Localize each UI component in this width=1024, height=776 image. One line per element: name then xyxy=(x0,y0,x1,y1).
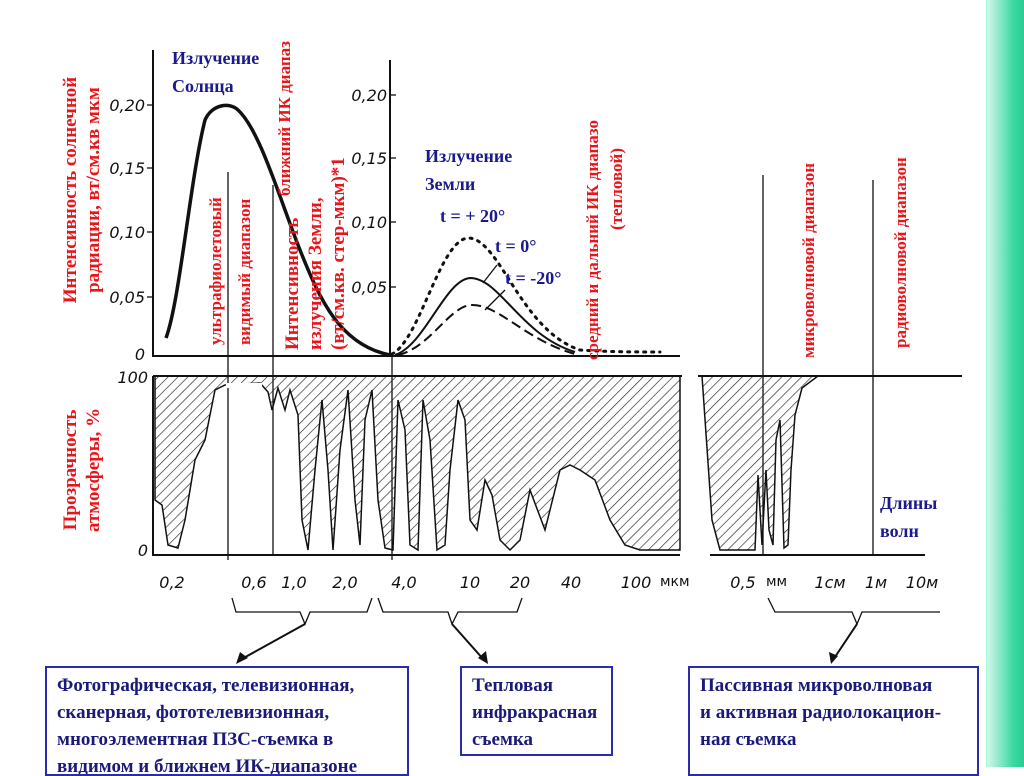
earth-curve-0 xyxy=(394,276,576,356)
slide-decoration-strip xyxy=(986,0,1024,767)
arrow-head-icon xyxy=(829,652,838,664)
tick-label: 0,20 xyxy=(351,86,387,105)
leader-line xyxy=(482,264,498,284)
microwave-absorption-area xyxy=(701,375,821,551)
sun-y-label: радиации, вт/см.кв мкм xyxy=(83,87,104,293)
radio-survey-box: Пассивная микроволновая и активная радио… xyxy=(688,666,979,776)
tick-label: 0,15 xyxy=(351,149,387,168)
leader-line xyxy=(484,289,506,311)
tick-label: 100 xyxy=(621,573,652,592)
sun-title: Солнца xyxy=(172,76,234,96)
photo-survey-box: Фотографическая, телевизионная, сканерна… xyxy=(45,666,409,776)
unit-label: мм xyxy=(766,574,787,590)
thermal-band-label: (тепловой) xyxy=(607,148,626,230)
brace-microwave xyxy=(767,597,940,626)
curve-label-plus20: t = + 20° xyxy=(440,206,505,226)
arrow-head-icon xyxy=(478,651,488,664)
earth-y-label: Интенсивность xyxy=(282,218,303,350)
earth-title: Земли xyxy=(425,174,475,194)
tick-label: 0 xyxy=(135,345,145,364)
tick-label: 10 xyxy=(460,573,480,592)
arrow-head-icon xyxy=(236,652,248,664)
box-line: Фотографическая, телевизионная, xyxy=(57,675,355,696)
microwave-band-label: микроволновой диапазон xyxy=(799,163,818,358)
x-tick-labels: 0,2 0,6 1,0 2,0 4,0 10 20 40 100 мкм 0,5… xyxy=(159,573,938,592)
unit-label: мкм xyxy=(660,574,690,590)
arrow xyxy=(239,623,306,661)
curve-label-0: t = 0° xyxy=(495,236,536,256)
box-line: видимом и ближнем ИК-диапазоне xyxy=(57,756,358,776)
tick-label: 1м xyxy=(865,573,887,592)
tick-label: 100 xyxy=(117,368,148,387)
tick-label: 0,05 xyxy=(109,288,145,307)
tick-label: 0,05 xyxy=(351,278,387,297)
sun-title: Излучение xyxy=(172,48,259,68)
earth-y-label: (вт/см.кв. стер-мкм)*1 xyxy=(328,157,349,350)
tick-label: 0,2 xyxy=(159,573,184,592)
sun-y-ticks: 0,20 0,15 0,10 0,05 0 xyxy=(109,96,153,364)
box-line: сканерная, фототелевизионная, xyxy=(57,702,330,723)
earth-curve-plus20 xyxy=(390,236,662,356)
arrow xyxy=(832,623,858,661)
tick-label: 20 xyxy=(510,573,530,592)
tick-label: 0 xyxy=(138,541,148,560)
tick-label: 2,0 xyxy=(332,573,357,592)
thermal-survey-box: Тепловая инфракрасная съемка xyxy=(460,666,613,756)
tick-label: 1,0 xyxy=(281,573,306,592)
brace-thermal-ir xyxy=(377,597,523,626)
earth-y-ticks: 0,20 0,15 0,10 0,05 xyxy=(351,86,396,297)
tick-label: 0,5 xyxy=(730,573,755,592)
near-ir-band-label: ближний ИК диапаз xyxy=(275,41,294,196)
box-line: съемка xyxy=(472,729,534,750)
tick-label: 0,20 xyxy=(109,96,145,115)
curve-label-minus20: t = -20° xyxy=(505,268,561,288)
tick-label: 4,0 xyxy=(391,573,416,592)
atmospheric-absorption-area xyxy=(154,375,681,552)
box-line: Тепловая xyxy=(472,675,554,696)
wavelength-label: волн xyxy=(880,521,919,541)
box-line: инфракрасная xyxy=(472,702,598,723)
transparency-y-label: Прозрачность xyxy=(60,410,81,531)
earth-y-label: излучения Земли, xyxy=(305,197,326,350)
tick-label: 10м xyxy=(906,573,938,592)
earth-title: Излучение xyxy=(425,146,512,166)
visible-window xyxy=(226,383,262,388)
wavelength-label: Длины xyxy=(880,493,937,513)
tick-label: 40 xyxy=(561,573,581,592)
tick-label: 0,10 xyxy=(109,223,145,242)
mid-far-ir-band-label: средний и дальний ИК диапазо xyxy=(583,120,602,360)
sun-radiation-curve xyxy=(164,103,391,357)
box-line: и активная радиолокацион- xyxy=(700,702,942,723)
brace-visible-nir xyxy=(231,597,373,626)
box-line: ная съемка xyxy=(700,729,797,750)
earth-curve-minus20 xyxy=(397,303,576,356)
tick-label: 1см xyxy=(814,573,845,592)
tick-label: 0,6 xyxy=(241,573,266,592)
transparency-y-label: атмосферы, % xyxy=(83,408,104,532)
box-line: многоэлементная ПЗС-съемка в xyxy=(57,729,334,750)
radio-band-label: радиоволновой диапазон xyxy=(891,157,910,348)
visible-band-label: видимый диапазон xyxy=(235,199,254,345)
tick-label: 0,15 xyxy=(109,159,145,178)
tick-label: 0,10 xyxy=(351,213,387,232)
box-line: Пассивная микроволновая xyxy=(700,675,933,696)
sun-y-label: Интенсивность солнечной xyxy=(60,77,81,304)
arrow xyxy=(451,623,485,661)
uv-band-label: ультрафиолетовый xyxy=(206,197,225,345)
